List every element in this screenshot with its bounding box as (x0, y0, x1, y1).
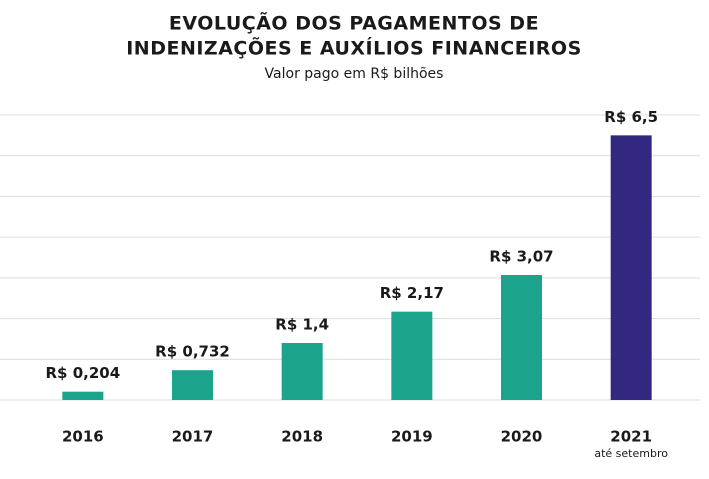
bar (281, 343, 323, 400)
x-tick-label: 2016 (62, 428, 104, 446)
chart-title: EVOLUÇÃO DOS PAGAMENTOS DE (169, 11, 539, 35)
x-tick-label: 2021 (610, 428, 652, 446)
x-tick-label: 2019 (391, 428, 433, 446)
x-tick-label: 2017 (172, 428, 214, 446)
bar (172, 370, 213, 400)
x-tick-label: 2020 (501, 428, 543, 446)
bar (391, 311, 433, 400)
annotation: até setembro (594, 447, 668, 460)
data-label: R$ 3,07 (489, 248, 553, 266)
data-label: R$ 2,17 (380, 284, 444, 302)
x-tick-label: 2018 (281, 428, 323, 446)
chart-subtitle: Valor pago em R$ bilhões (265, 66, 444, 82)
bar (62, 391, 104, 400)
bar (610, 135, 652, 400)
data-label: R$ 0,732 (155, 343, 230, 361)
chart-title: INDENIZAÇÕES E AUXÍLIOS FINANCEIROS (126, 36, 582, 60)
data-label: R$ 6,5 (604, 108, 658, 126)
bar (501, 275, 542, 400)
data-label: R$ 1,4 (275, 316, 329, 334)
data-label: R$ 0,204 (46, 364, 121, 382)
